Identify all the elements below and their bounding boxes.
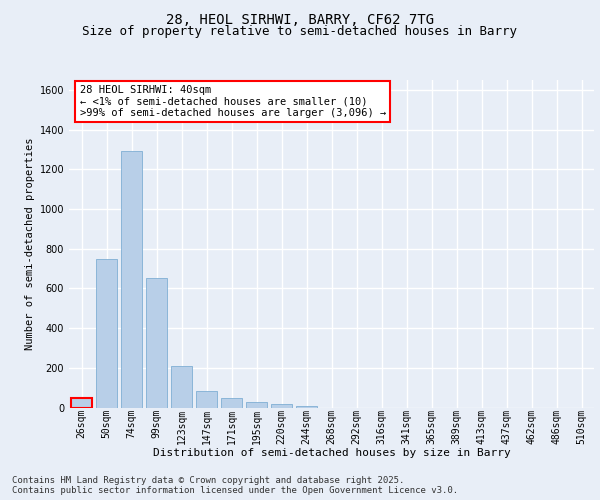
Bar (271, 404, 292, 407)
Text: Size of property relative to semi-detached houses in Barry: Size of property relative to semi-detach… (83, 25, 517, 38)
Bar (121, 152, 142, 408)
Text: 28 HEOL SIRHWI: 40sqm
← <1% of semi-detached houses are smaller (10)
>99% of sem: 28 HEOL SIRHWI: 40sqm ← <1% of semi-deta… (79, 85, 386, 118)
Bar (71, 398, 92, 407)
Bar (196, 390, 217, 407)
Bar (171, 366, 192, 408)
Text: 28, HEOL SIRHWI, BARRY, CF62 7TG: 28, HEOL SIRHWI, BARRY, CF62 7TG (166, 12, 434, 26)
Bar (146, 278, 167, 407)
Bar (246, 402, 267, 407)
Text: Contains HM Land Registry data © Crown copyright and database right 2025.
Contai: Contains HM Land Registry data © Crown c… (12, 476, 458, 495)
Bar (96, 258, 117, 408)
X-axis label: Distribution of semi-detached houses by size in Barry: Distribution of semi-detached houses by … (152, 448, 511, 458)
Y-axis label: Number of semi-detached properties: Number of semi-detached properties (25, 138, 35, 350)
Bar (221, 398, 242, 407)
Bar (296, 406, 317, 407)
